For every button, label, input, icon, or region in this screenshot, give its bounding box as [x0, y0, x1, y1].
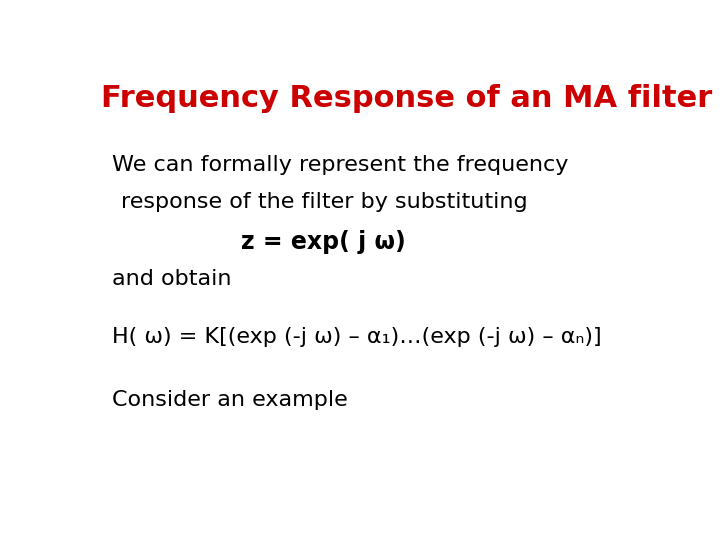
Text: and obtain: and obtain	[112, 269, 232, 289]
Text: H( ω) = K[(exp (-j ω) – α₁)…(exp (-j ω) – αₙ)]: H( ω) = K[(exp (-j ω) – α₁)…(exp (-j ω) …	[112, 327, 602, 347]
Text: We can formally represent the frequency: We can formally represent the frequency	[112, 154, 569, 174]
Text: Frequency Response of an MA filter: Frequency Response of an MA filter	[101, 84, 712, 112]
Text: response of the filter by substituting: response of the filter by substituting	[121, 192, 527, 212]
Text: Consider an example: Consider an example	[112, 389, 348, 409]
Text: z = exp( j ω): z = exp( j ω)	[240, 230, 405, 253]
